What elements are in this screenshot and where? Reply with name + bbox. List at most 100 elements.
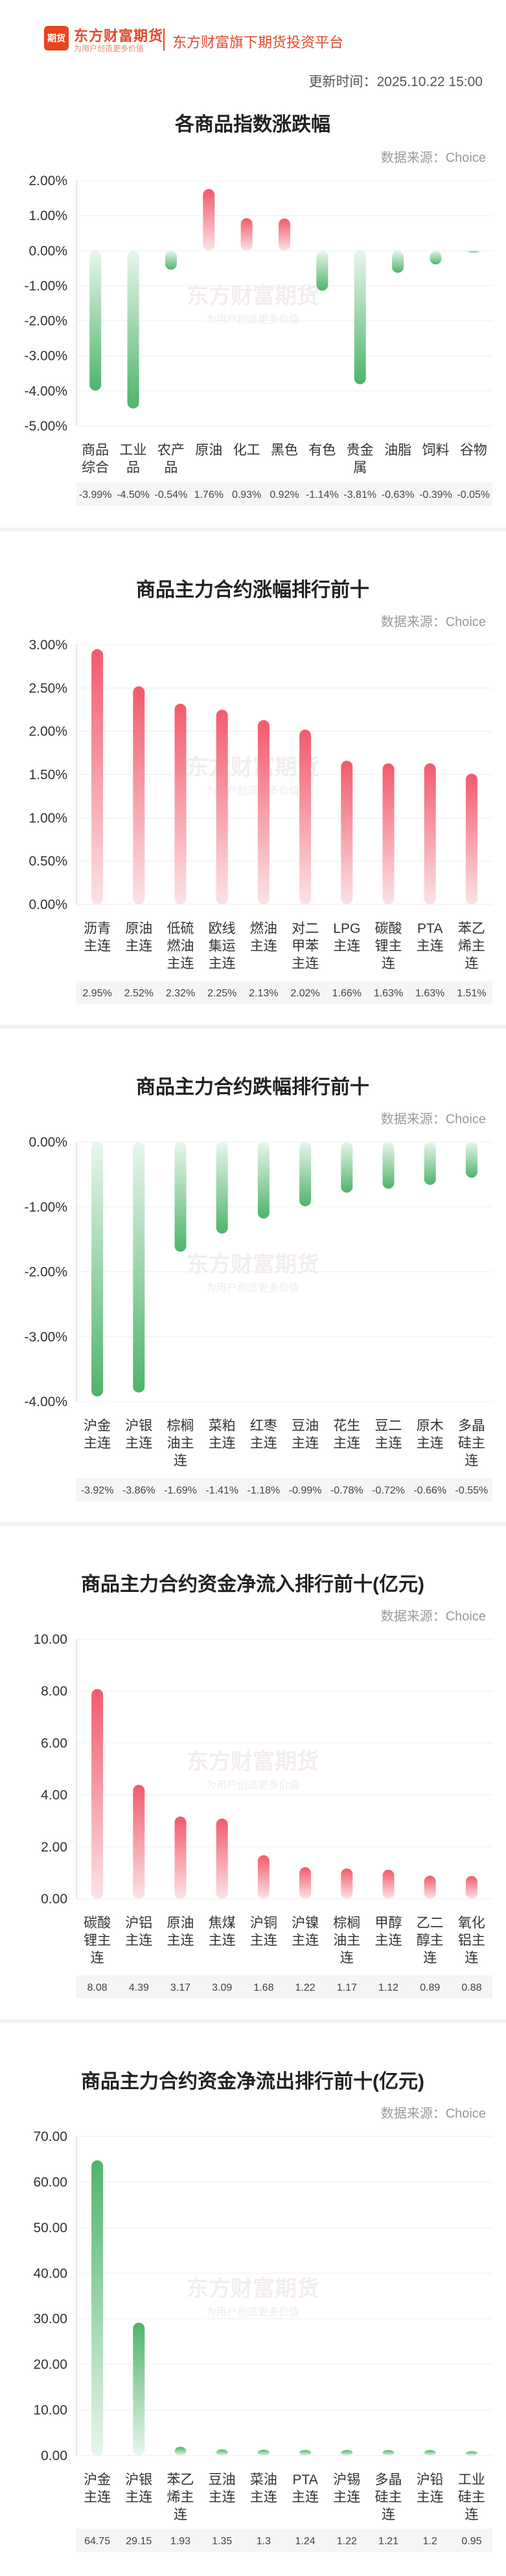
bar — [467, 251, 479, 252]
category-label-line: PTA — [417, 921, 443, 936]
category-label-line: 燃油 — [167, 939, 194, 954]
category-label-line: 主连 — [250, 1436, 277, 1451]
y-tick-label: 6.00 — [41, 1736, 67, 1751]
category-label-line: 主连 — [292, 2490, 319, 2505]
y-tick-label: 2.50% — [29, 681, 67, 696]
bar — [91, 2160, 104, 2456]
category-label-line: 主连 — [167, 1933, 194, 1948]
y-tick-label: 60.00 — [33, 2175, 67, 2190]
chart-title: 商品主力合约跌幅排行前十 — [136, 1076, 369, 1098]
value-row-background — [76, 482, 492, 506]
category-label-line: 品 — [164, 460, 178, 475]
category-label-line: 豆二 — [375, 1418, 402, 1433]
y-tick-label: 40.00 — [33, 2266, 67, 2281]
value-label: 4.39 — [129, 1982, 149, 1993]
value-label: -1.69% — [164, 1485, 197, 1496]
bar — [174, 2447, 187, 2456]
bar — [382, 763, 395, 904]
category-label-line: 主连 — [250, 2490, 277, 2505]
category-label-line: 连 — [423, 1951, 437, 1966]
category-label-line: 连 — [465, 1951, 478, 1966]
category-label-line: 主连 — [417, 1436, 444, 1451]
category-label-line: 连 — [465, 956, 478, 971]
value-label: 1.22 — [337, 2536, 357, 2547]
category-label-line: 油脂 — [384, 443, 411, 458]
category-label-line: 棕榈 — [167, 1418, 194, 1433]
brand-slogan: 为用户创造更多价值 — [74, 44, 144, 53]
bar — [257, 2449, 270, 2456]
value-label: 0.89 — [420, 1982, 440, 1993]
category-label-line: 连 — [174, 2507, 187, 2522]
category-label: 沪金主连 — [84, 2472, 111, 2505]
y-tick-label: 50.00 — [33, 2221, 67, 2235]
chart-outflow: 商品主力合约资金净流出排行前十(亿元) 数据来源：Choice 东方财富期货为用户创… — [33, 2070, 492, 2552]
section-divider — [0, 1522, 506, 1526]
bar — [354, 251, 366, 385]
category-label-line: 主连 — [167, 956, 194, 971]
bar — [91, 649, 104, 904]
category-label: 沪铅主连 — [417, 2472, 444, 2505]
y-tick-label: 3.00% — [29, 638, 67, 653]
chart-section-gain: 商品主力合约涨幅排行前十 数据来源：Choice 东方财富期货 为用户创造更多价值 3.… — [0, 532, 506, 1025]
category-label-line: 乙二 — [417, 1916, 444, 1931]
category-label-line: 烯主 — [458, 939, 485, 954]
category-label-line: 原油 — [195, 443, 222, 458]
watermark-text: 东方财富期货 — [187, 1749, 319, 1775]
category-label: 化工 — [233, 443, 260, 458]
value-label: -1.18% — [247, 1485, 281, 1496]
category-label: 黑色 — [271, 443, 298, 458]
chart-source: 数据来源：Choice — [381, 614, 486, 629]
category-label-line: 工业 — [120, 443, 147, 458]
value-label: 1.63% — [415, 988, 444, 999]
category-label-line: 主连 — [209, 1436, 236, 1451]
chart-title: 商品主力合约资金净流入排行前十(亿元) — [81, 1573, 424, 1595]
value-label: -3.81% — [343, 489, 376, 500]
bar — [127, 251, 139, 409]
bar — [257, 1855, 270, 1899]
category-label-line: 氧化 — [458, 1916, 485, 1931]
category-label: 氧化铝主连 — [458, 1916, 485, 1966]
category-label-line: 主连 — [292, 956, 319, 971]
watermark-text: 东方财富期货 — [187, 284, 319, 309]
value-label: -0.05% — [457, 489, 490, 500]
brand-divider — [163, 28, 165, 50]
category-label-line: 沪金 — [84, 1418, 111, 1433]
category-label-line: 甲醇 — [375, 1916, 402, 1931]
bar — [382, 1870, 395, 1899]
category-label: PTA 主连 — [292, 2472, 319, 2505]
category-label-line: 豆油 — [292, 1418, 319, 1433]
y-tick-label: 10.00 — [33, 2403, 67, 2418]
category-label: PTA 主连 — [417, 921, 444, 954]
category-label-line: 主连 — [84, 2490, 111, 2505]
category-label: 饲料 — [422, 443, 449, 458]
category-label-line: 主连 — [250, 939, 277, 954]
chart-section-inflow: 商品主力合约资金净流入排行前十(亿元) 数据来源：Choice 东方财富期货 为用户创… — [0, 1526, 506, 2019]
category-label: 苯乙烯主连 — [458, 921, 485, 971]
value-label: 1.24 — [295, 2536, 316, 2547]
value-label: -4.50% — [117, 489, 150, 500]
category-label-line: 主连 — [84, 1436, 111, 1451]
category-label-line: 贵金 — [347, 443, 374, 458]
value-label: 1.21 — [378, 2536, 398, 2547]
bar — [299, 2450, 312, 2456]
bar — [465, 1876, 477, 1899]
value-label: -3.86% — [122, 1485, 155, 1496]
y-tick-label: 1.00% — [29, 208, 67, 223]
category-label-line: 综合 — [82, 460, 109, 475]
category-label-line: 锂主 — [84, 1933, 111, 1948]
bar — [424, 2450, 436, 2456]
bar — [382, 2450, 395, 2456]
value-row-background — [76, 1975, 492, 1999]
category-label: 豆二主连 — [375, 1418, 402, 1451]
value-label: 1.63% — [374, 988, 403, 999]
category-label-line: 棕榈 — [333, 1916, 360, 1931]
category-label-line: 主连 — [209, 1933, 236, 1948]
category-label-line: 铝主 — [458, 1933, 485, 1948]
value-label: -0.39% — [419, 489, 452, 500]
y-tick-label: 0.50% — [29, 854, 67, 869]
category-label: 沪银主连 — [125, 2472, 152, 2505]
category-label-line: 连 — [340, 1951, 354, 1966]
value-label: 2.02% — [290, 988, 319, 999]
value-label: 2.95% — [82, 988, 111, 999]
value-label: 8.08 — [87, 1982, 108, 1993]
